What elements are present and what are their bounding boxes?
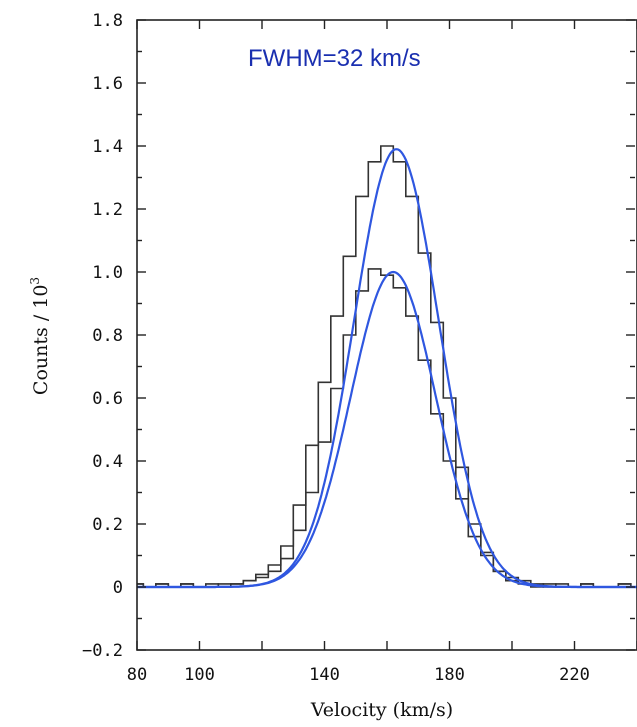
gaussian-fit-2 xyxy=(137,148,637,589)
x-axis-label: Velocity (km/s) xyxy=(310,699,453,721)
y-axis-label: Counts / 103 xyxy=(28,277,52,395)
y-tick-label: 0 xyxy=(113,578,123,598)
y-tick-label: 1.2 xyxy=(92,200,123,220)
y-tick-labels: −0.2 0 0.2 0.4 0.6 0.8 1.0 1.2 1.4 1.6 1.8 xyxy=(82,11,123,661)
y-tick-label: 1.4 xyxy=(92,137,123,157)
histogram-series-2 xyxy=(137,145,637,588)
x-tick-label: 180 xyxy=(434,665,465,685)
x-tick-label: 140 xyxy=(309,665,340,685)
y-tick-label: 1.8 xyxy=(92,11,123,31)
tick-layer xyxy=(136,19,637,651)
y-tick-label: 1.0 xyxy=(92,263,123,283)
x-tick-label: 80 xyxy=(127,665,147,685)
y-axis-label-text: Counts / 10 xyxy=(30,285,52,396)
histogram-series-1 xyxy=(137,268,637,588)
histogram-layer xyxy=(137,145,637,588)
plot-frame xyxy=(136,19,637,651)
gaussian-fit-1 xyxy=(137,270,637,589)
y-tick-label: 0.2 xyxy=(92,515,123,535)
y-tick-label: 0.6 xyxy=(92,389,123,409)
x-tick-label: 100 xyxy=(184,665,215,685)
y-tick-label: 1.6 xyxy=(92,74,123,94)
y-tick-label: 0.8 xyxy=(92,326,123,346)
annotation-fwhm: FWHM=32 km/s xyxy=(248,45,421,72)
x-tick-labels: 80 100 140 180 220 xyxy=(127,665,590,685)
fit-layer xyxy=(137,148,637,589)
y-tick-label: 0.4 xyxy=(92,452,123,472)
y-axis-label-exponent: 3 xyxy=(28,277,42,285)
y-tick-label: −0.2 xyxy=(82,641,123,661)
x-tick-label: 220 xyxy=(559,665,590,685)
